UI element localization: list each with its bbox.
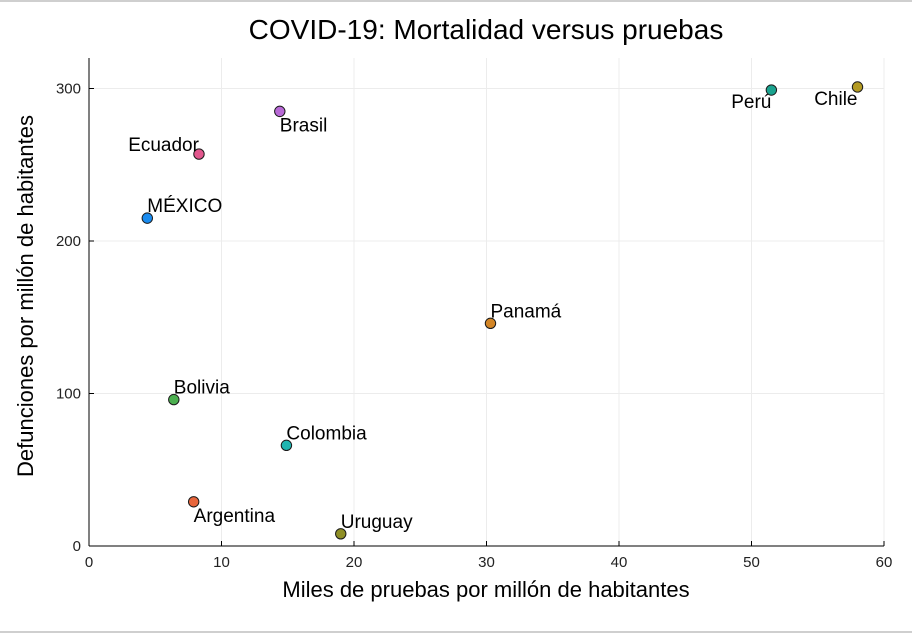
point-label: MÉXICO: [147, 196, 222, 217]
point-label: Bolivia: [174, 378, 230, 399]
data-point: [168, 393, 180, 406]
data-point: [280, 439, 293, 452]
x-tick-label: 30: [478, 554, 495, 571]
x-axis-label: Miles de pruebas por millón de habitante…: [282, 577, 689, 602]
x-tick-label: 40: [611, 554, 628, 571]
point-label: Argentina: [194, 506, 276, 527]
x-ticks: 0 10 20 30 40 50 60: [85, 541, 893, 571]
point-label: Uruguay: [341, 512, 413, 533]
x-tick-label: 50: [743, 554, 760, 571]
data-point: [484, 317, 497, 330]
data-point: [193, 148, 205, 160]
point-label: Perú: [731, 92, 771, 113]
point-label: Brasil: [280, 115, 328, 136]
data-points: [141, 81, 864, 540]
y-tick-label: 100: [56, 386, 81, 403]
y-tick-label: 0: [73, 538, 81, 555]
point-labels: Perú Chile Brasil Ecuador MÉXICO Panamá Bolivi…: [128, 89, 857, 533]
x-tick-label: 20: [346, 554, 363, 571]
y-tick-label: 300: [56, 81, 81, 98]
data-point: [851, 81, 864, 93]
data-point: [765, 84, 778, 96]
chart-title: COVID-19: Mortalidad versus pruebas: [249, 14, 724, 45]
data-point: [274, 105, 286, 118]
y-axis-label: Defunciones por millón de habitantes: [13, 115, 38, 477]
data-point: [141, 212, 154, 224]
x-tick-label: 0: [85, 554, 93, 571]
data-point: [187, 496, 200, 508]
data-point: [335, 528, 347, 540]
x-tick-label: 10: [213, 554, 230, 571]
grid: [88, 58, 885, 547]
y-tick-label: 200: [56, 233, 81, 250]
y-ticks: 0 100 200 300: [56, 81, 94, 555]
x-tick-label: 60: [876, 554, 893, 571]
point-label: Colombia: [286, 423, 367, 444]
point-label: Panamá: [490, 301, 561, 322]
point-label: Chile: [814, 89, 857, 110]
point-label: Ecuador: [128, 135, 199, 156]
